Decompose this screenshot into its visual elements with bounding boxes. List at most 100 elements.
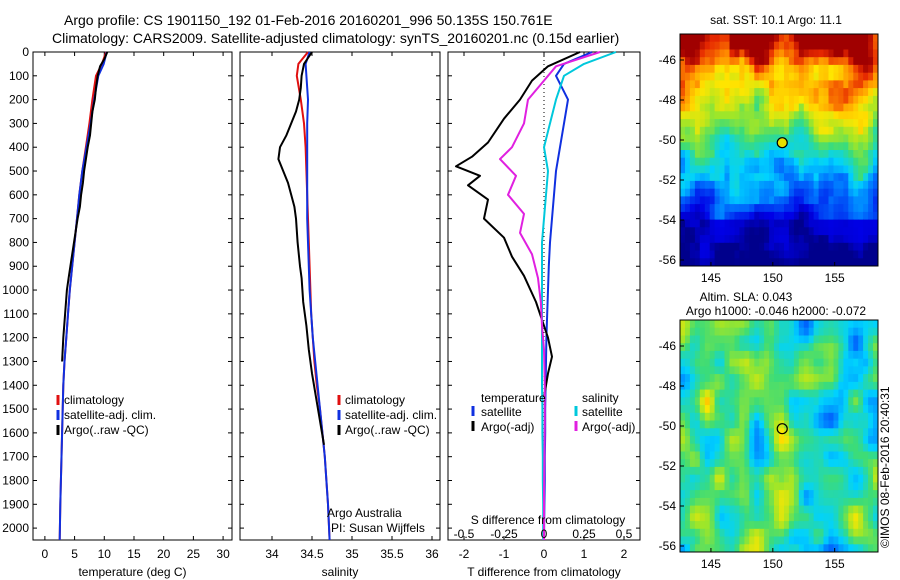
heatmap-cell: [764, 157, 770, 166]
heatmap-cell: [808, 443, 815, 452]
heatmap-cell: [813, 335, 820, 344]
heatmap-cell: [828, 428, 834, 437]
heatmap-cell: [784, 64, 790, 74]
heatmap-cell: [848, 544, 854, 553]
y-tick-label: 1300: [2, 354, 29, 368]
heatmap-cell: [694, 343, 701, 352]
heatmap-cell: [828, 443, 834, 452]
heatmap-cell: [685, 134, 691, 143]
heatmap-cell: [719, 528, 726, 537]
heatmap-cell: [734, 64, 740, 74]
heatmap-cell: [764, 497, 770, 507]
heatmap-cell: [838, 196, 844, 205]
heatmap-cell: [863, 126, 869, 135]
heatmap-cell: [714, 521, 721, 530]
heatmap-cell: [863, 41, 869, 50]
heatmap-cell: [699, 474, 706, 483]
heatmap-cell: [828, 204, 834, 213]
heatmap-cell: [709, 80, 716, 89]
heatmap-cell: [709, 366, 716, 375]
heatmap-cell: [719, 34, 726, 43]
heatmap-cell: [838, 420, 844, 429]
heatmap-cell: [813, 196, 820, 205]
heatmap-cell: [779, 405, 785, 414]
heatmap-cell: [863, 95, 869, 105]
heatmap-cell: [734, 505, 740, 514]
heatmap-cell: [853, 219, 859, 228]
heatmap-cell: [699, 41, 706, 50]
heatmap-cell: [813, 482, 820, 491]
heatmap-cell: [714, 397, 721, 406]
heatmap-cell: [793, 41, 800, 50]
y-tick-label: 900: [9, 259, 29, 273]
series-line-argo-raw-qc-: [61, 51, 109, 362]
heatmap-cell: [784, 119, 790, 128]
heatmap-cell: [868, 482, 874, 491]
heatmap-cell: [788, 34, 795, 43]
heatmap-cell: [848, 227, 854, 236]
heatmap-cell: [803, 242, 810, 251]
heatmap-cell: [714, 34, 721, 43]
heatmap-cell: [793, 258, 800, 267]
heatmap-cell: [749, 250, 755, 259]
heatmap-cell: [779, 34, 785, 43]
heatmap-cell: [714, 227, 721, 236]
heatmap-cell: [853, 490, 859, 499]
heatmap-cell: [749, 34, 755, 43]
heatmap-cell: [798, 80, 805, 89]
heatmap-cell: [734, 57, 740, 66]
heatmap-cell: [858, 227, 864, 236]
heatmap-cell: [793, 335, 800, 344]
heatmap-cell: [709, 327, 716, 336]
heatmap-cell: [853, 88, 859, 97]
heatmap-cell: [818, 343, 825, 352]
y-tick-label: 800: [9, 235, 29, 249]
heatmap-cell: [873, 134, 879, 143]
heatmap-cell: [689, 95, 696, 105]
heatmap-cell: [843, 335, 849, 344]
heatmap-cell: [754, 335, 760, 344]
heatmap-cell: [828, 374, 834, 383]
heatmap-cell: [769, 258, 775, 267]
heatmap-cell: [779, 180, 785, 190]
heatmap-cell: [818, 544, 825, 553]
heatmap-cell: [833, 497, 839, 507]
heatmap-cell: [868, 389, 874, 398]
y-tick-label: 600: [9, 188, 29, 202]
heatmap-cell: [724, 466, 730, 476]
heatmap-cell: [843, 134, 849, 143]
heatmap-cell: [729, 258, 735, 267]
heatmap-cell: [685, 412, 691, 421]
heatmap-cell: [774, 173, 780, 182]
heatmap-cell: [689, 41, 696, 50]
heatmap-cell: [759, 34, 765, 43]
heatmap-cell: [739, 412, 745, 421]
heatmap-cell: [784, 505, 790, 514]
heatmap-cell: [858, 366, 864, 375]
heatmap-cell: [759, 111, 765, 120]
heatmap-cell: [793, 134, 800, 143]
heatmap-cell: [689, 343, 696, 352]
heatmap-cell: [833, 258, 839, 267]
heatmap-cell: [739, 95, 745, 105]
heatmap-cell: [699, 196, 706, 205]
heatmap-cell: [848, 142, 854, 151]
heatmap-cell: [680, 150, 686, 159]
heatmap-cell: [704, 381, 711, 391]
heatmap-cell: [868, 521, 874, 530]
heatmap-cell: [848, 513, 854, 522]
argo-location-marker: [776, 137, 788, 149]
heatmap-cell: [680, 335, 686, 344]
heatmap-cell: [719, 374, 726, 383]
heatmap-cell: [729, 459, 735, 468]
heatmap-cell: [868, 219, 874, 228]
heatmap-cell: [848, 64, 854, 74]
heatmap-cell: [699, 536, 706, 545]
heatmap-cell: [769, 250, 775, 259]
heatmap-cell: [843, 505, 849, 514]
heatmap-cell: [828, 258, 834, 267]
heatmap-cell: [828, 436, 834, 445]
heatmap-cell: [784, 72, 790, 81]
heatmap-cell: [729, 227, 735, 236]
heatmap-cell: [793, 466, 800, 476]
